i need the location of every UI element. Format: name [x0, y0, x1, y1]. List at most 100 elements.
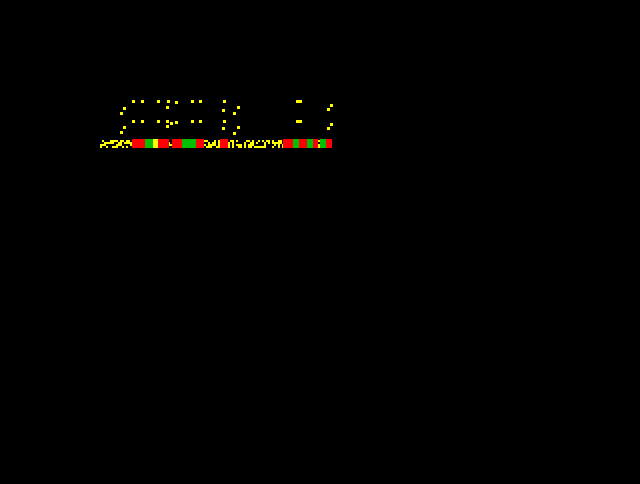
glyph-pixel — [191, 100, 194, 103]
strip-pixel — [276, 142, 278, 144]
glyph-pixel — [123, 107, 126, 110]
strip-pixel — [244, 142, 246, 144]
color-block — [188, 139, 196, 148]
glyph-pixel — [166, 125, 169, 128]
strip-pixel — [110, 142, 112, 144]
color-block — [293, 139, 299, 148]
strip-pixel — [248, 144, 250, 146]
strip-pixel — [120, 140, 122, 142]
glyph-pixel — [120, 112, 123, 115]
glyph-pixel — [199, 100, 202, 103]
strip-pixel — [272, 146, 274, 148]
glyph-pixel — [199, 120, 202, 123]
strip-pixel — [120, 144, 122, 146]
strip-pixel — [122, 146, 124, 148]
strip-pixel — [274, 142, 276, 144]
glyph-pixel — [330, 123, 333, 126]
color-block — [145, 139, 153, 148]
strip-pixel — [278, 146, 280, 148]
strip-pixel — [318, 144, 320, 146]
strip-pixel — [252, 140, 254, 142]
color-block — [182, 139, 188, 148]
strip-pixel — [232, 146, 234, 148]
strip-pixel — [278, 144, 280, 146]
strip-pixel — [212, 144, 214, 146]
glyph-pixel — [167, 100, 170, 103]
glyph-pixel — [175, 101, 178, 104]
strip-pixel — [210, 146, 212, 148]
strip-pixel — [114, 146, 116, 148]
strip-pixel — [170, 144, 172, 146]
strip-pixel — [236, 140, 238, 142]
glyph-pixel — [132, 100, 135, 103]
strip-pixel — [128, 142, 130, 144]
strip-pixel — [216, 146, 218, 148]
strip-pixel — [114, 140, 116, 142]
color-block — [132, 139, 145, 148]
strip-pixel — [128, 140, 130, 142]
strip-pixel — [208, 142, 210, 144]
strip-pixel — [232, 144, 234, 146]
strip-pixel — [204, 144, 206, 146]
strip-pixel — [244, 144, 246, 146]
strip-pixel — [218, 140, 220, 142]
strip-pixel — [206, 140, 208, 142]
color-block — [320, 139, 326, 148]
color-block — [172, 139, 182, 148]
strip-pixel — [272, 140, 274, 142]
strip-pixel — [278, 142, 280, 144]
strip-pixel — [268, 140, 270, 142]
strip-pixel — [116, 144, 118, 146]
strip-pixel — [130, 144, 132, 146]
strip-pixel — [106, 146, 108, 148]
glyph-pixel — [132, 120, 135, 123]
strip-pixel — [274, 144, 276, 146]
strip-pixel — [260, 146, 262, 148]
strip-pixel — [116, 140, 118, 142]
strip-pixel — [258, 140, 260, 142]
strip-pixel — [256, 146, 258, 148]
strip-pixel — [258, 146, 260, 148]
glyph-pixel — [237, 126, 240, 129]
strip-pixel — [228, 142, 230, 144]
glyph-pixel — [222, 109, 225, 112]
strip-pixel — [244, 146, 246, 148]
strip-pixel — [218, 142, 220, 144]
strip-pixel — [218, 144, 220, 146]
strip-pixel — [208, 144, 210, 146]
strip-pixel — [212, 142, 214, 144]
strip-pixel — [252, 144, 254, 146]
glyph-pixel — [222, 127, 225, 130]
strip-pixel — [100, 144, 102, 146]
strip-pixel — [264, 144, 266, 146]
strip-pixel — [122, 140, 124, 142]
strip-pixel — [280, 142, 282, 144]
strip-pixel — [240, 144, 242, 146]
strip-pixel — [232, 142, 234, 144]
strip-pixel — [218, 146, 220, 148]
strip-pixel — [278, 140, 280, 142]
strip-pixel — [104, 144, 106, 146]
glyph-pixel — [166, 120, 169, 123]
strip-pixel — [112, 146, 114, 148]
glyph-pixel — [233, 132, 236, 135]
color-block — [158, 139, 169, 148]
strip-pixel — [262, 140, 264, 142]
strip-pixel — [118, 142, 120, 144]
strip-pixel — [204, 140, 206, 142]
strip-pixel — [256, 142, 258, 144]
strip-pixel — [206, 146, 208, 148]
strip-pixel — [102, 140, 104, 142]
glyph-pixel — [330, 104, 333, 107]
strip-pixel — [110, 140, 112, 142]
color-block — [326, 139, 332, 148]
strip-pixel — [246, 140, 248, 142]
glyph-pixel — [191, 120, 194, 123]
glyph-pixel — [237, 106, 240, 109]
glyph-pixel — [296, 100, 299, 103]
strip-pixel — [112, 140, 114, 142]
glyph-pixel — [299, 100, 302, 103]
glyph-pixel — [141, 120, 144, 123]
color-block — [283, 139, 293, 148]
